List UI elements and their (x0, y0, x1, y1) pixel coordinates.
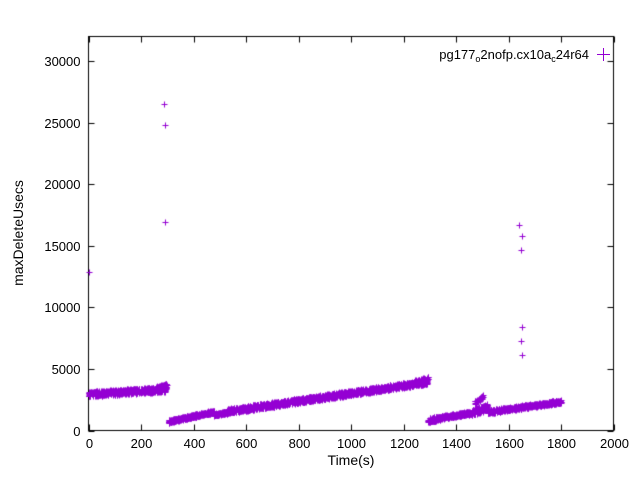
legend: pg177o2nofp.cx10ac24r64 (439, 47, 610, 64)
x-axis-label: Time(s) (327, 452, 375, 468)
legend-marker-icon (597, 48, 610, 61)
legend-label-part: 24r64 (555, 47, 589, 62)
legend-label-part: pg177 (439, 47, 476, 62)
legend-label-part: c (551, 54, 556, 64)
y-axis-label: maxDeleteUsecs (10, 180, 26, 286)
legend-label-part: 2nofp.cx10a (480, 47, 552, 62)
legend-label-part: o (475, 54, 481, 64)
legend-label: pg177o2nofp.cx10ac24r64 (439, 47, 589, 64)
